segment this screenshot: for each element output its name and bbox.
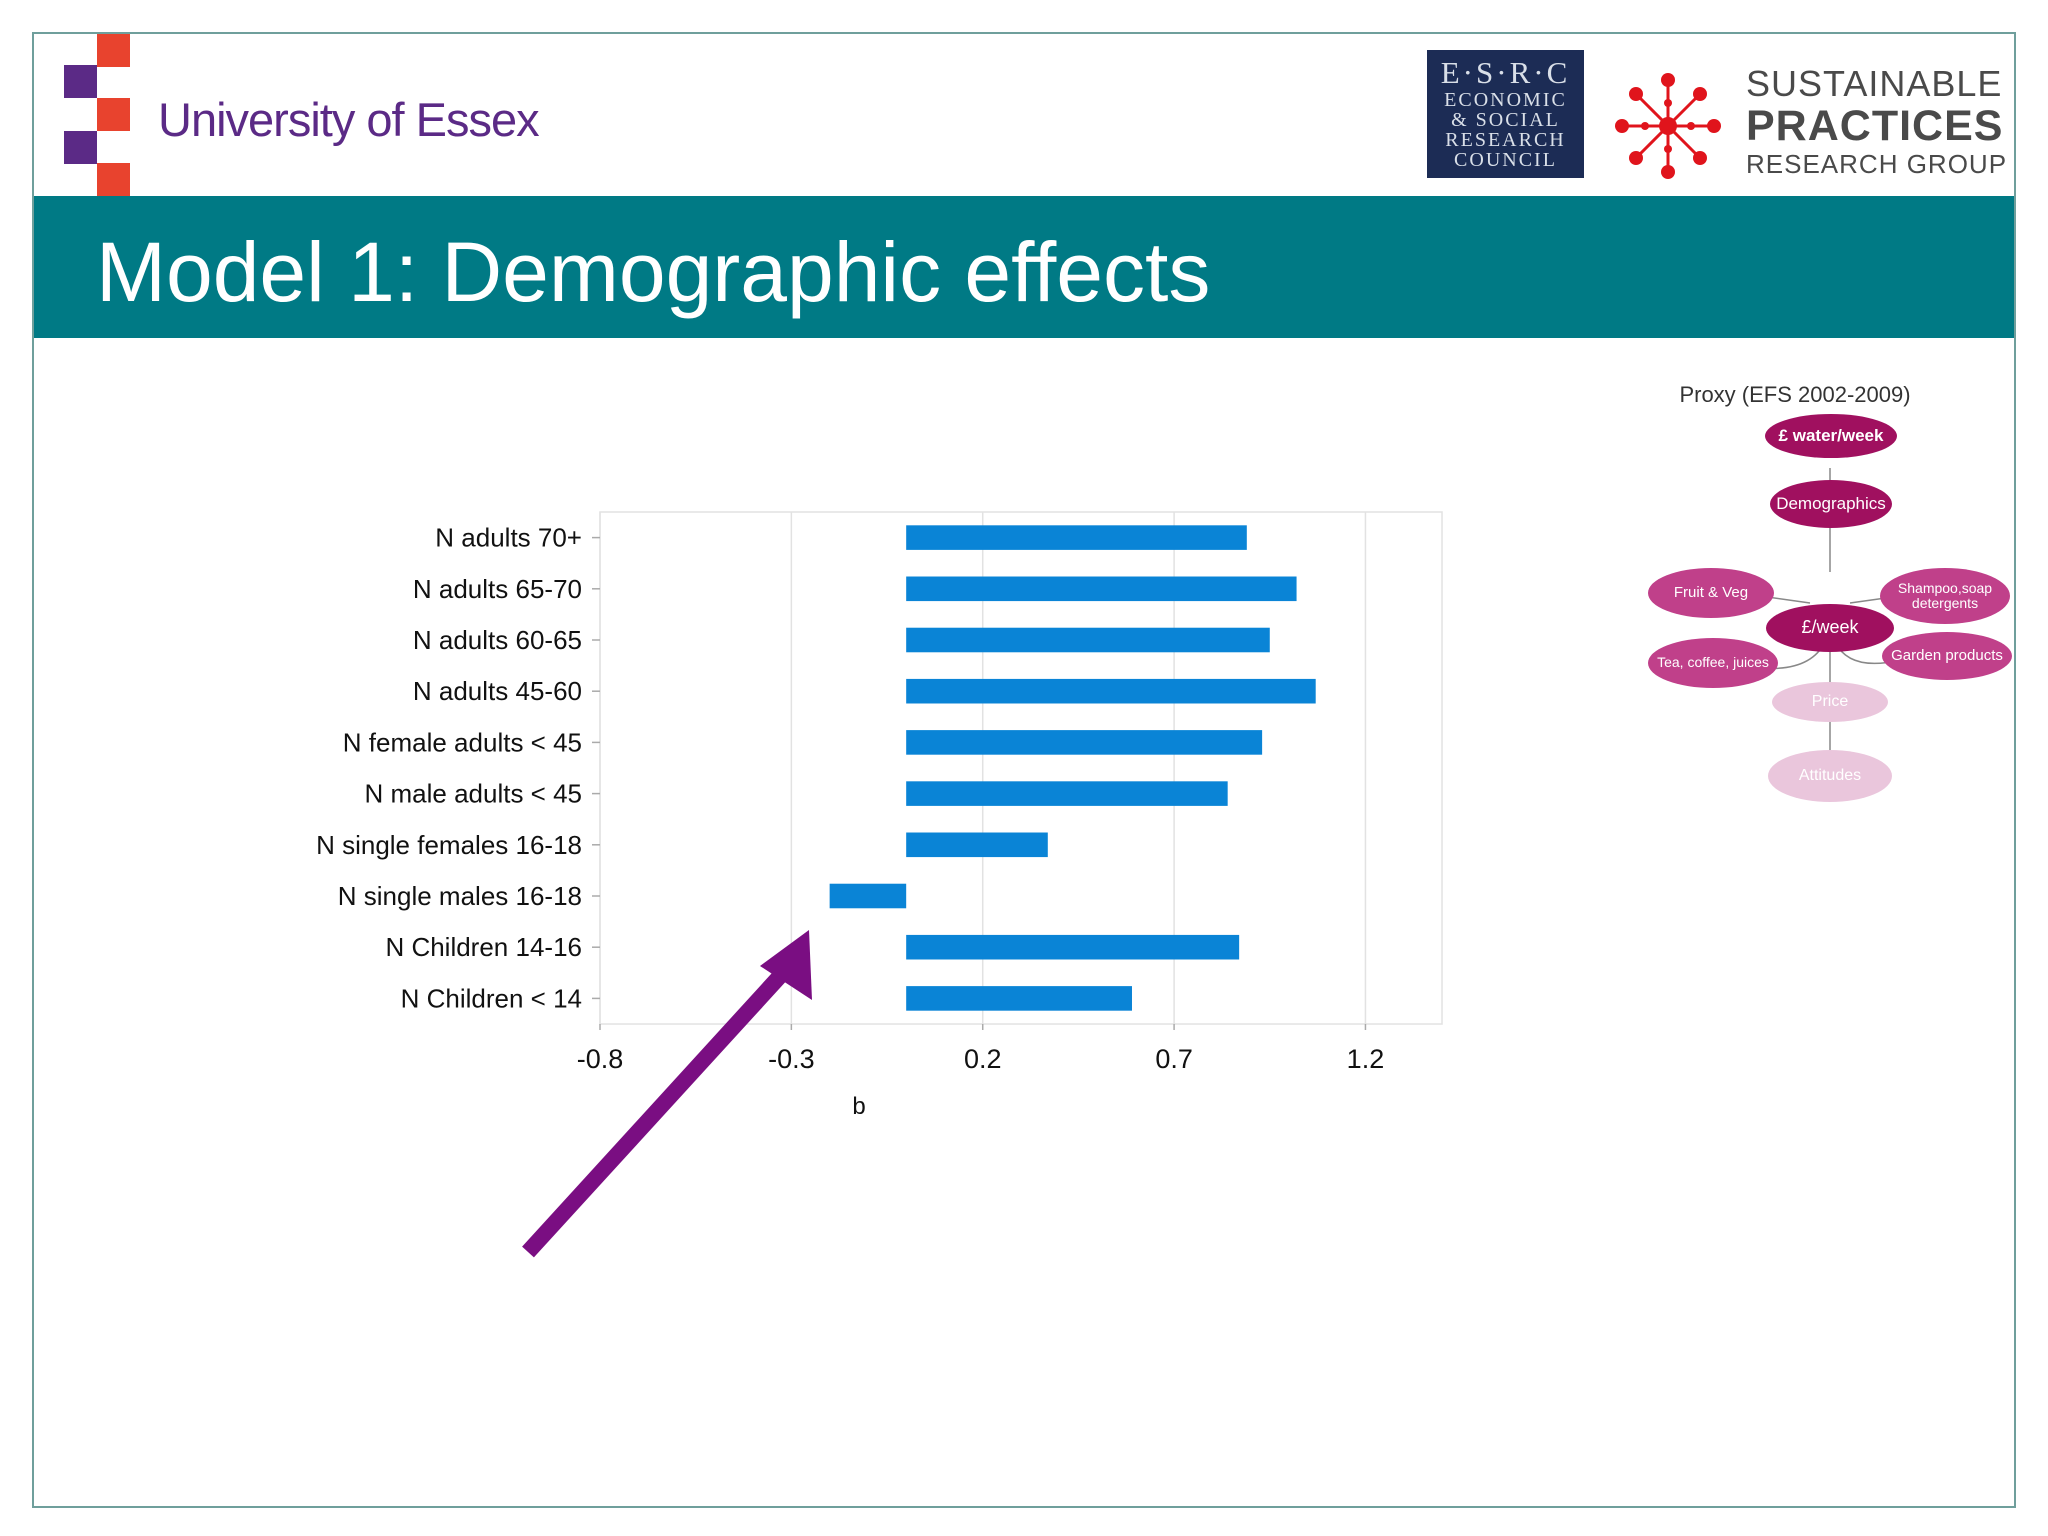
proxy-node-week: £/week [1766,604,1894,652]
university-name: University of Essex [158,93,540,146]
x-tick-label: 0.2 [964,1044,1002,1074]
annotation-arrow [522,946,808,1258]
bar [829,883,907,909]
bar [906,986,1132,1011]
sprg-logo-text: SUSTAINABLE PRACTICES RESEARCH GROUP [1746,63,2008,179]
bar [906,525,1247,550]
bar [906,576,1297,602]
esrc-logo: E·S·R·C ECONOMIC & SOCIAL RESEARCH COUNC… [1427,50,1584,178]
title-banner: Model 1: Demographic effects [34,196,2014,338]
proxy-node-fruit-veg: Fruit & Veg [1648,568,1774,618]
slide: University of Essex E·S·R·C ECONOMIC & S… [32,32,2016,1508]
proxy-diagram: Proxy (EFS 2002-2009) £ water/week Demog… [1610,372,2012,812]
y-tick-label: N male adults < 45 [364,779,582,809]
essex-logo-mark-icon [64,34,130,196]
x-axis-label: b [852,1093,865,1120]
proxy-node-price: Price [1772,682,1888,722]
proxy-node-shampoo: Shampoo,soap detergents [1880,568,2010,624]
y-tick-label: N female adults < 45 [343,727,582,757]
y-tick-label: N single females 16-18 [316,830,582,860]
slide-header: University of Essex E·S·R·C ECONOMIC & S… [34,34,2014,196]
proxy-node-demographics: Demographics [1770,480,1892,528]
bar [906,730,1263,755]
y-tick-label: N Children 14-16 [385,932,582,962]
proxy-node-garden: Garden products [1882,632,2012,680]
bar [906,934,1240,960]
slide-title: Model 1: Demographic effects [96,225,1211,319]
x-tick-label: 1.2 [1347,1044,1385,1074]
annotation-arrowhead [760,930,812,1000]
bar [906,832,1048,858]
bar [906,781,1228,806]
y-tick-label: N adults 60-65 [413,625,582,655]
y-tick-label: N adults 45-60 [413,676,582,706]
bar-chart: -0.8 -0.3 0.2 0.7 1.2 N adults 70+ N adults 65… [316,511,1443,1258]
proxy-title: Proxy (EFS 2002-2009) [1679,382,1911,407]
y-tick-label: N Children < 14 [401,983,582,1013]
proxy-node-water: £ water/week [1765,414,1897,458]
y-tick-label: N adults 70+ [435,523,582,553]
sprg-network-icon [1615,73,1721,179]
bar [906,627,1270,653]
x-tick-label: -0.8 [577,1044,624,1074]
proxy-node-tea-coffee: Tea, coffee, juices [1648,638,1778,688]
x-tick-label: -0.3 [768,1044,815,1074]
bar [906,678,1316,704]
y-tick-label: N adults 65-70 [413,574,582,604]
y-tick-label: N single males 16-18 [338,881,582,911]
x-tick-label: 0.7 [1155,1044,1193,1074]
proxy-node-attitudes: Attitudes [1768,750,1892,802]
